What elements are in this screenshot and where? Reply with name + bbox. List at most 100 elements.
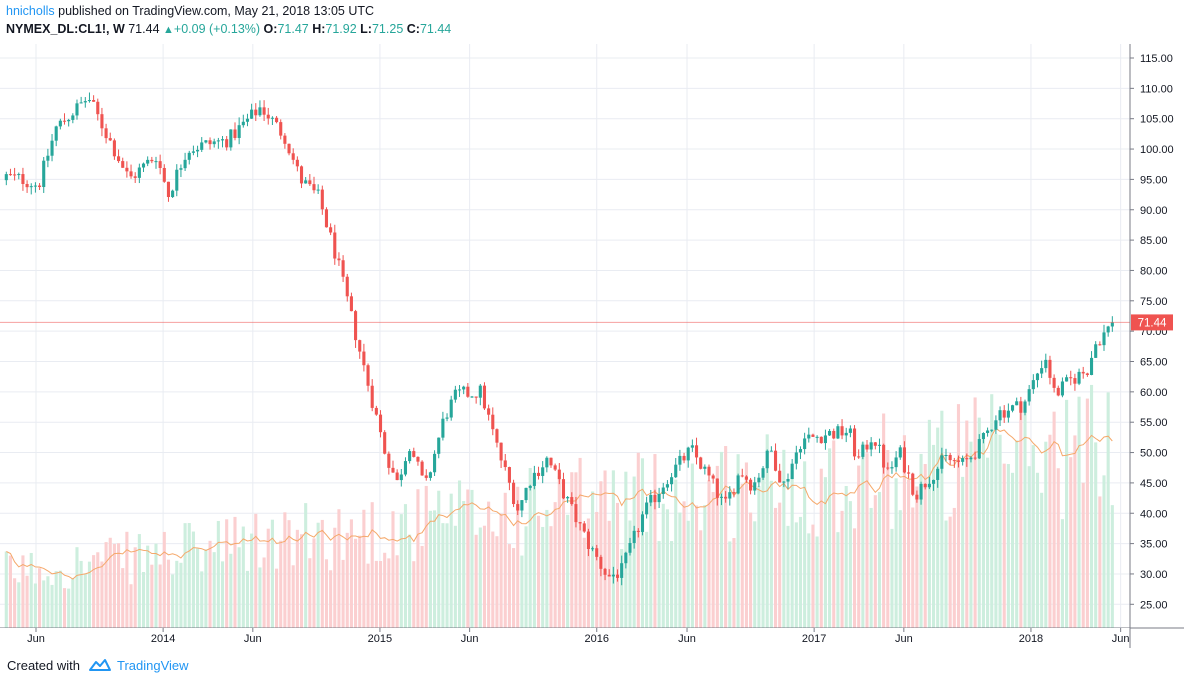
volume-bar (158, 564, 162, 628)
volume-bar (254, 513, 258, 628)
candle-body (503, 460, 507, 468)
candle-body (1069, 377, 1073, 379)
price-chart[interactable]: 115.00 110.00 105.00 100.00 95.00 90.00 85.00 8… (0, 44, 1184, 648)
candle-body (769, 450, 773, 452)
volume-bar (561, 491, 566, 628)
candle-body (75, 103, 79, 116)
volume-bar (370, 502, 374, 628)
candle-body (416, 456, 420, 462)
candle-body (819, 436, 823, 444)
volume-bar (333, 527, 337, 628)
candle-body (670, 477, 674, 485)
candle-body (607, 574, 611, 577)
volume-bar (719, 451, 724, 628)
volume-bar (304, 503, 308, 628)
volume-bar (171, 574, 175, 628)
candle-body (848, 428, 852, 433)
volume-bar (828, 448, 832, 628)
candle-body (1060, 381, 1064, 396)
high-value: 71.92 (325, 22, 357, 36)
volume-bar (628, 520, 632, 628)
candle-body (931, 479, 936, 484)
author-link[interactable]: hnicholls (6, 4, 55, 18)
volume-bar (811, 524, 815, 628)
candle-body (898, 447, 902, 458)
candle-body (699, 457, 703, 469)
candle-body (711, 475, 715, 479)
volume-bar (907, 479, 911, 628)
volume-bar (474, 534, 478, 628)
volume-bar (1077, 396, 1081, 628)
volume-bar (150, 564, 154, 628)
volume-bar (54, 571, 58, 628)
candle-body (104, 128, 108, 139)
volume-bar (586, 518, 590, 628)
candle-body (749, 479, 753, 491)
volume-bar (686, 520, 690, 628)
volume-bar (653, 454, 657, 628)
candle-body (753, 482, 757, 491)
candle-body (1006, 410, 1010, 418)
volume-bar (761, 473, 765, 628)
candle-body (216, 140, 220, 142)
candle-body (1048, 359, 1052, 378)
candle-body (1081, 371, 1085, 374)
candle-body (636, 530, 640, 532)
candle-body (449, 399, 453, 418)
volume-bar (437, 490, 441, 628)
tradingview-link[interactable]: TradingView (117, 658, 189, 673)
volume-bar (591, 491, 595, 628)
volume-bar (233, 516, 237, 628)
candle-body (266, 114, 270, 119)
chart-header: hnicholls published on TradingView.com, … (0, 0, 1184, 44)
candle-body (412, 451, 416, 457)
volume-bar (840, 510, 844, 628)
candle-body (54, 126, 58, 141)
volume-bar (836, 532, 840, 628)
candle-body (915, 494, 919, 500)
candle-body (532, 472, 536, 486)
volume-bar (58, 570, 62, 628)
candle-body (582, 523, 586, 532)
candle-body (790, 463, 794, 479)
volume-bar (566, 514, 570, 628)
up-arrow-icon: ▲ (163, 24, 174, 36)
volume-bar (29, 552, 33, 628)
symbol-label[interactable]: NYMEX_DL:CL1!, W (6, 22, 125, 36)
volume-bar (645, 531, 649, 628)
candle-body (46, 155, 50, 161)
volume-bar (969, 441, 973, 628)
candle-body (640, 514, 645, 532)
candle-body (998, 410, 1002, 421)
candle-body (191, 151, 195, 153)
candle-body (154, 161, 158, 163)
candle-body (1094, 344, 1098, 358)
volume-bar (229, 553, 233, 628)
candle-body (175, 169, 179, 191)
candle-body (283, 135, 287, 144)
y-tick-label: 115.00 (1140, 53, 1173, 65)
volume-bar (362, 509, 366, 628)
volume-bar (13, 578, 17, 628)
candle-body (811, 434, 815, 437)
volume-bar (956, 404, 961, 628)
candle-body (632, 530, 636, 544)
candle-body (457, 389, 462, 391)
volume-bar (133, 547, 137, 628)
candle-body (977, 439, 981, 459)
volume-bar (952, 507, 956, 628)
volume-bar (387, 558, 391, 628)
volume-bar (482, 525, 487, 628)
candle-body (536, 472, 541, 476)
volume-bar (416, 489, 420, 628)
candle-body (682, 455, 686, 461)
volume-bar (620, 549, 624, 628)
y-tick-label: 60.00 (1140, 387, 1168, 399)
volume-bar (358, 535, 362, 628)
last-price: 71.44 (128, 22, 160, 36)
volume-bar (865, 453, 869, 628)
x-tick-label: 2016 (584, 633, 608, 645)
candle-body (782, 481, 786, 483)
candle-body (744, 476, 748, 480)
volume-bar (861, 442, 865, 628)
